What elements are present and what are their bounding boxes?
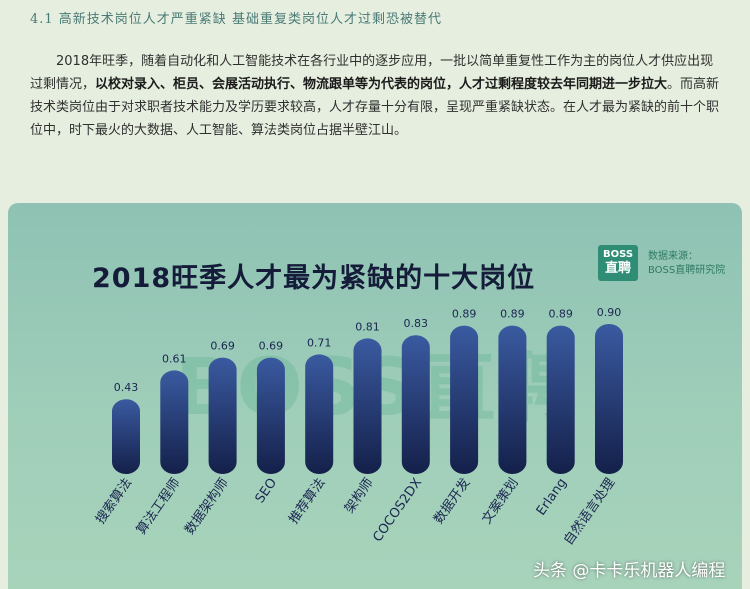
category-label-0: 搜索算法 [93, 476, 135, 527]
section-heading: 4.1 高新技术岗位人才严重紧缺 基础重复类岗位人才过剩恐被替代 [30, 12, 442, 27]
paragraph-part1: 2018年旺季，随着自动化和人工智能技术在各行业中的逐步应用，一批以简单重复性工… [30, 54, 714, 92]
value-label-5: 0.81 [355, 320, 380, 333]
value-label-2: 0.69 [210, 340, 235, 353]
footer-watermark: 头条 @卡卡乐机器人编程 [533, 561, 726, 581]
value-label-1: 0.61 [162, 352, 187, 365]
category-label-7: 数据开发 [430, 475, 473, 527]
logo-line2: 直聘 [604, 261, 631, 276]
category-label-3: SEO [253, 476, 281, 506]
bar-5 [353, 338, 382, 474]
category-label-2: 数据架构师 [182, 476, 232, 538]
logo-line1: BOSS [602, 249, 634, 260]
bar-4 [305, 354, 334, 474]
value-label-7: 0.89 [452, 308, 477, 321]
value-label-3: 0.69 [259, 340, 284, 353]
category-label-10: 自然语言处理 [560, 475, 618, 548]
chart-title: 2018旺季人才最为紧缺的十大岗位 [92, 263, 536, 294]
source-value: BOSS直聘研究院 [648, 265, 726, 276]
value-label-0: 0.43 [114, 381, 139, 394]
value-label-4: 0.71 [307, 336, 332, 349]
bar-9 [546, 325, 575, 474]
data-source: 数据来源： BOSS直聘研究院 [648, 250, 725, 278]
bar-1 [160, 370, 189, 474]
bar-0 [112, 399, 140, 474]
category-label-9: Erlang [534, 476, 570, 519]
value-label-8: 0.89 [500, 308, 525, 321]
bar-6 [401, 335, 430, 474]
category-label-8: 文案策划 [479, 475, 522, 527]
bar-3 [256, 357, 285, 474]
bar-10 [595, 324, 623, 474]
category-label-1: 算法工程师 [134, 476, 184, 538]
category-label-6: COCOS2DX [370, 476, 425, 545]
bar-8 [498, 325, 527, 474]
value-label-10: 0.90 [597, 306, 622, 319]
value-label-9: 0.89 [548, 308, 573, 321]
category-label-5: 架构师 [342, 476, 377, 517]
intro-paragraph: 2018年旺季，随着自动化和人工智能技术在各行业中的逐步应用，一批以简单重复性工… [30, 50, 720, 142]
paragraph-part2: 。而高新技术类岗位由于对求职者技术能力及学历要求较高，人才存量十分有限，呈现严重… [30, 77, 720, 138]
value-label-6: 0.83 [404, 317, 429, 330]
boss-logo: BOSS 直聘 [598, 245, 638, 281]
category-label-4: 推荐算法 [286, 476, 328, 527]
bar-2 [208, 357, 237, 474]
source-label: 数据来源： [648, 251, 698, 262]
paragraph-bold: 以校对录入、柜员、会展活动执行、物流跟单等为代表的岗位，人才过剩程度较去年同期进… [95, 77, 668, 92]
bar-7 [450, 325, 479, 474]
